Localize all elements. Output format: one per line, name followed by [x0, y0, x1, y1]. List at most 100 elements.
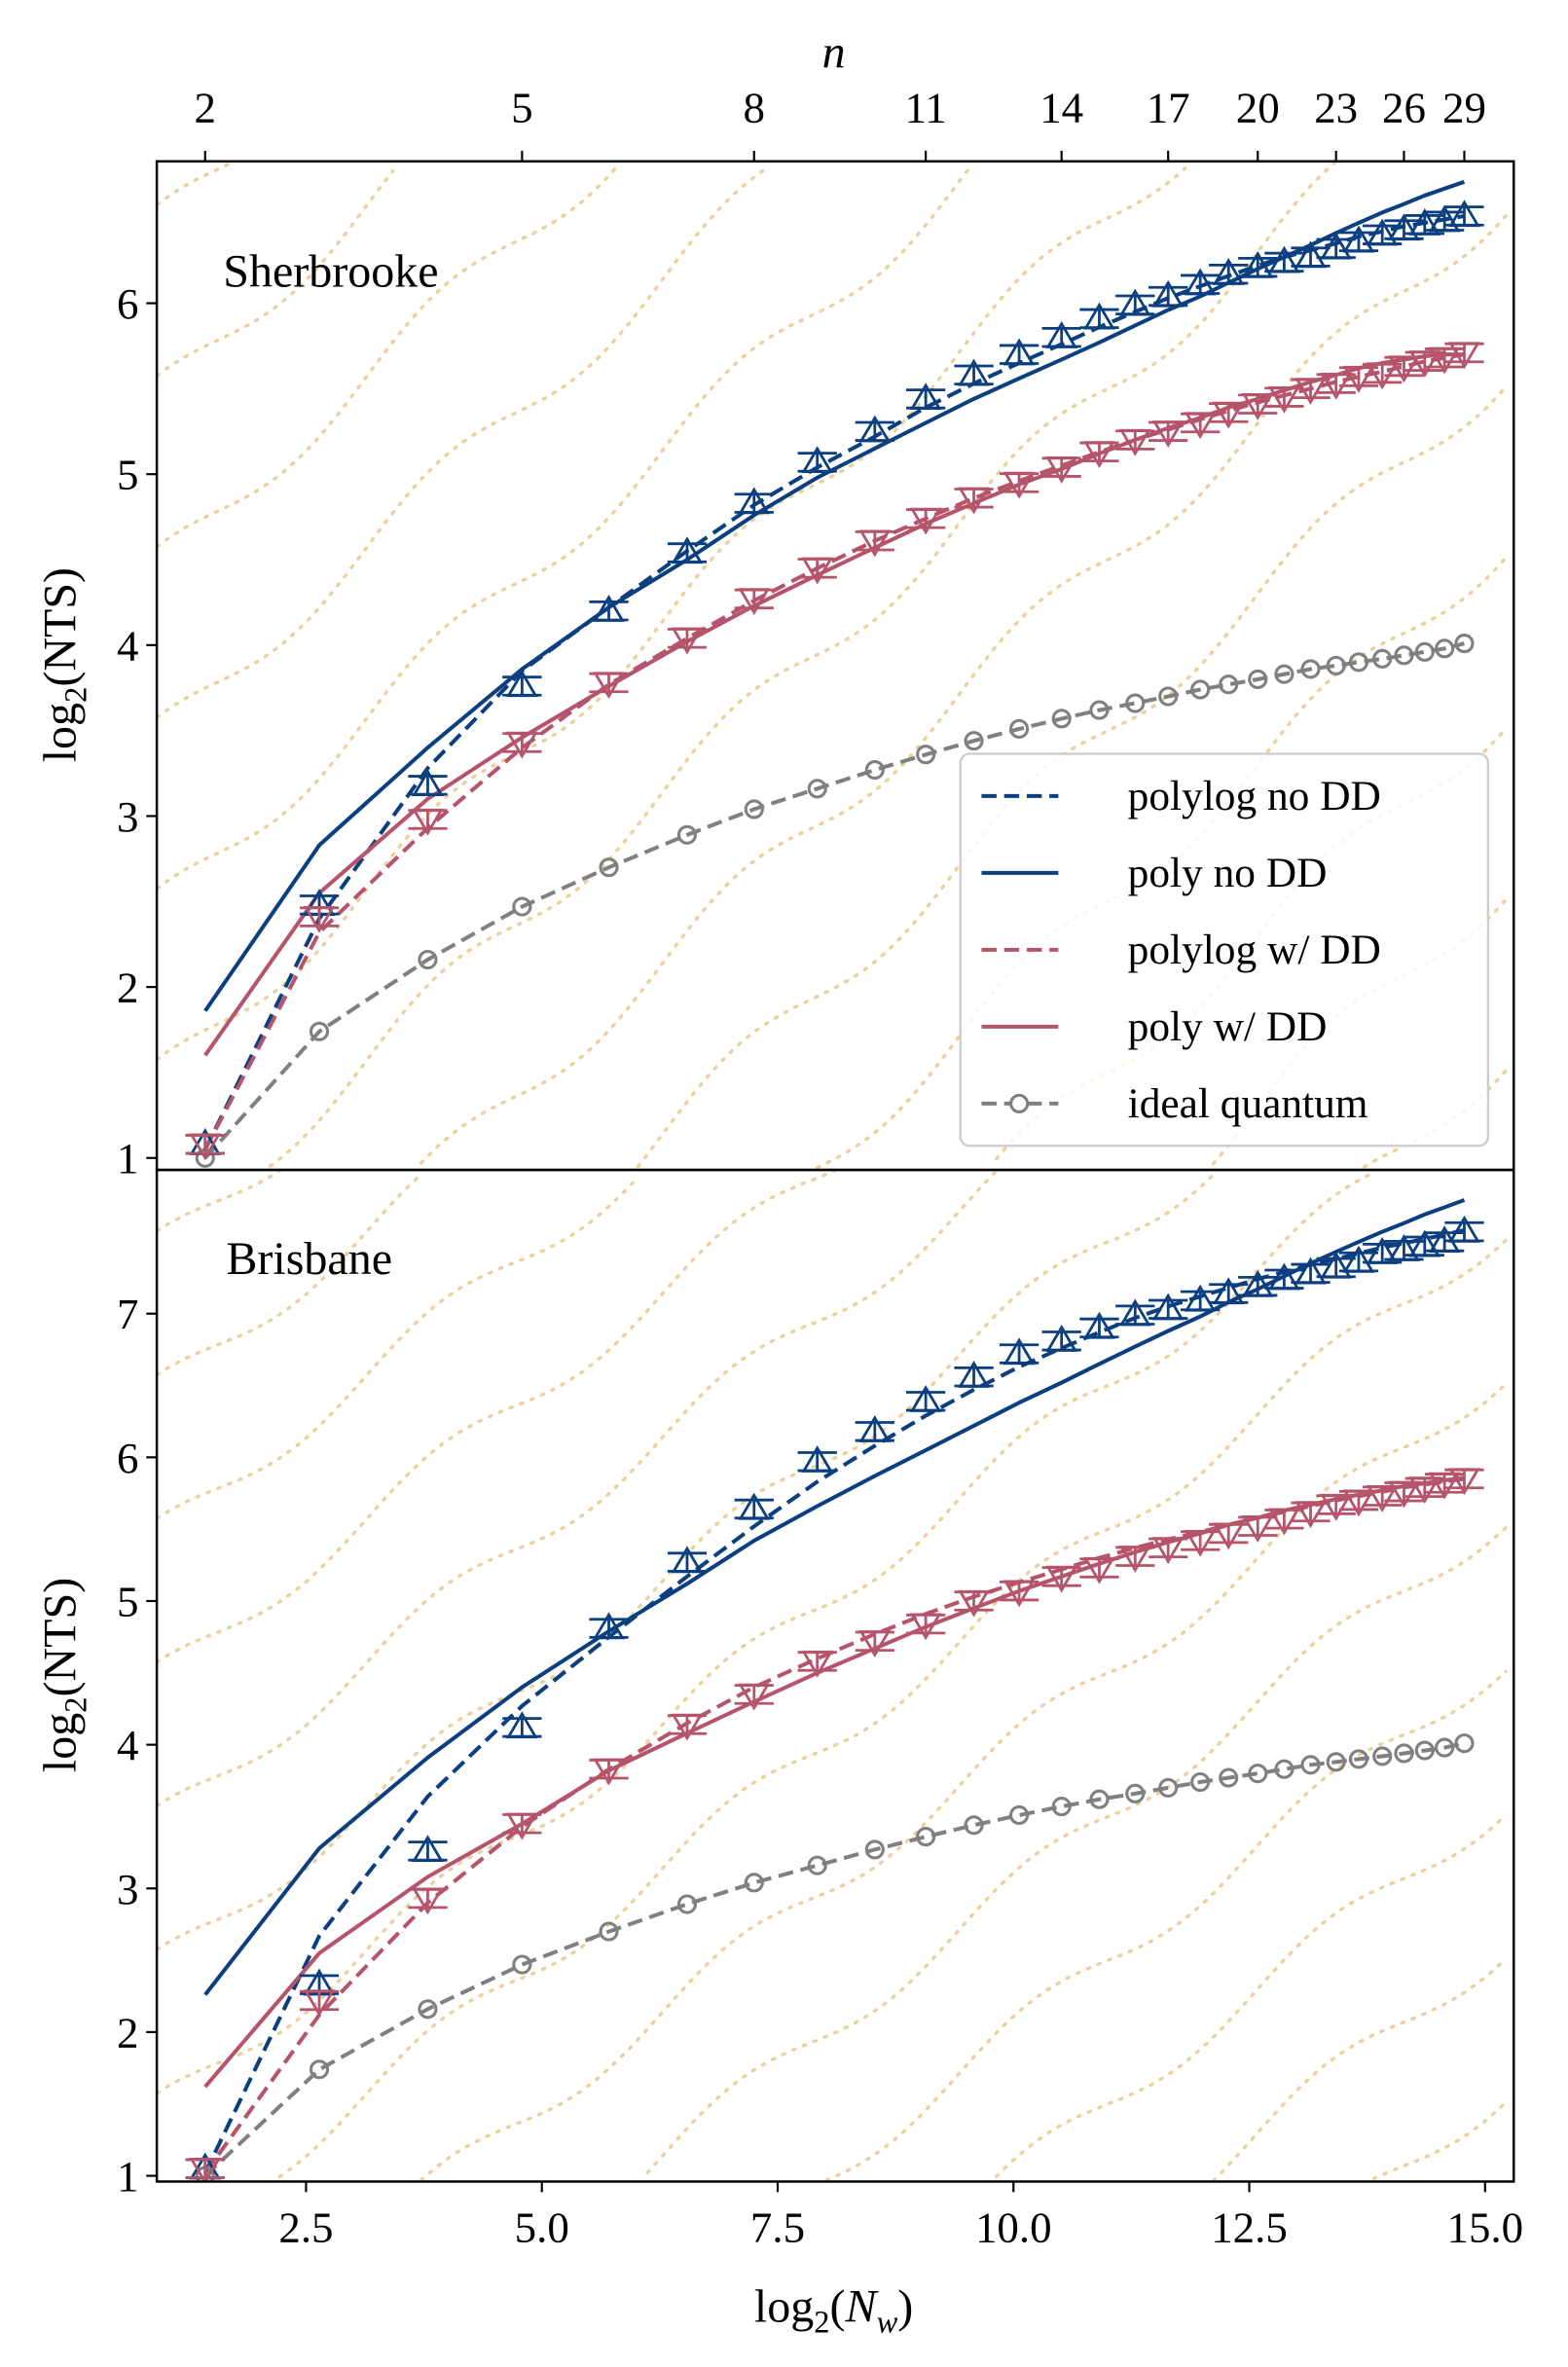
- x-tick-label: 10.0: [975, 2203, 1052, 2251]
- ideal-quantum-point: [1219, 1767, 1239, 1788]
- legend-box: [959, 752, 1490, 1147]
- plot-area: [157, 1170, 1508, 2182]
- y-tick-label: 1: [117, 2152, 138, 2201]
- legend-label: polylog w/ DD: [1128, 927, 1381, 973]
- contour-line: [277, 1238, 1508, 2179]
- contour-line: [157, 1175, 640, 1520]
- ideal-quantum-point: [1326, 1752, 1346, 1772]
- series-line-ideal-quantum: [203, 641, 1465, 1160]
- top-tick-label: 20: [1236, 83, 1280, 131]
- y-tick-label: 5: [117, 451, 138, 499]
- ideal-quantum-point: [676, 824, 698, 845]
- y-tick-label: 1: [117, 1134, 138, 1183]
- contour-line: [157, 167, 970, 891]
- ideal-quantum-point: [1089, 1789, 1110, 1809]
- ideal-quantum-point: [1414, 1740, 1435, 1761]
- ideal-quantum-point: [1219, 674, 1239, 695]
- y-axis-label-bottom: log2(NTS): [34, 1578, 93, 1772]
- contour-line: [157, 1173, 1216, 1951]
- ideal-quantum-point: [1051, 709, 1072, 729]
- x-tick-label: 15.0: [1447, 2203, 1524, 2251]
- y-tick-label: 2: [117, 2008, 138, 2057]
- x-tick-label: 7.5: [750, 2203, 805, 2251]
- ideal-quantum-point: [1274, 1759, 1295, 1779]
- ideal-quantum-point: [1454, 1733, 1475, 1754]
- contour-line: [1371, 2100, 1508, 2181]
- contour-line: [645, 1525, 1508, 2175]
- contour-line: [157, 164, 772, 720]
- ideal-quantum-point: [1089, 700, 1110, 720]
- contour-line: [157, 1170, 999, 1807]
- top-tick-label: 5: [511, 83, 532, 131]
- y-tick-label: 6: [117, 1434, 138, 1482]
- y-tick-label: 6: [117, 279, 138, 328]
- top-tick-label: 2: [195, 83, 216, 131]
- ideal-quantum-point: [1158, 1777, 1179, 1798]
- ideal-quantum-point: [1435, 638, 1455, 659]
- series-line-poly-no-dd: [203, 1198, 1466, 1996]
- x-axis-label: log2(Nw): [754, 2281, 913, 2341]
- panel-label-bottom: Brisbane: [226, 1233, 392, 1285]
- plot-area: [157, 161, 1508, 1170]
- legend-label: poly w/ DD: [1128, 1003, 1328, 1050]
- contour-line: [636, 384, 1508, 1169]
- y-tick-label: 4: [117, 621, 138, 670]
- contour-line: [419, 1382, 1508, 2182]
- series-line-ideal-quantum: [203, 1741, 1465, 2178]
- ideal-quantum-point: [1372, 1746, 1393, 1766]
- contour-line: [824, 1669, 1508, 2182]
- legend: polylog no DD poly no DD polylog w/ DD poly…: [959, 752, 1490, 1147]
- top-tick-label: 8: [744, 83, 765, 131]
- panel-brisbane: 1 2 3 4 5 6 7 2.5 5.0 7.5 10.0 12.5 15.0: [117, 1168, 1524, 2251]
- ideal-quantum-point: [964, 731, 984, 751]
- series-line-poly-w-dd: [203, 1475, 1465, 2089]
- ideal-quantum-point: [1435, 1737, 1455, 1758]
- ideal-quantum-point: [1125, 1783, 1146, 1803]
- ideal-quantum-point: [1394, 645, 1414, 666]
- ideal-quantum-point: [1190, 1771, 1211, 1793]
- ideal-quantum-point: [1454, 634, 1475, 654]
- ideal-quantum-point: [1300, 659, 1321, 679]
- contour-line: [157, 162, 621, 549]
- top-tick-label: 29: [1442, 83, 1486, 131]
- legend-label: ideal quantum: [1128, 1080, 1368, 1127]
- legend-label: polylog no DD: [1128, 773, 1381, 819]
- y-tick-label: 3: [117, 1865, 138, 1913]
- ideal-quantum-point: [807, 1855, 827, 1875]
- y-tick-label: 3: [117, 792, 138, 841]
- ideal-quantum-point: [916, 745, 936, 765]
- top-tick-label: 11: [905, 83, 947, 131]
- ideal-quantum-point: [744, 1873, 764, 1893]
- legend-circle-marker: [1009, 1093, 1030, 1113]
- ideal-quantum-point: [1372, 648, 1393, 669]
- series-line-poly-no-dd: [203, 179, 1466, 1012]
- ideal-quantum-point: [599, 1921, 619, 1942]
- ideal-quantum-point: [1009, 1804, 1030, 1826]
- contour-line: [157, 168, 395, 378]
- ideal-quantum-point: [1326, 655, 1346, 675]
- contour-line: [157, 161, 235, 207]
- ideal-quantum-point: [1248, 1764, 1268, 1784]
- y-tick-label: 5: [117, 1577, 138, 1625]
- ideal-quantum-point: [1009, 718, 1030, 739]
- ideal-quantum-point: [1248, 669, 1268, 690]
- ideal-quantum-point: [512, 1954, 532, 1975]
- ideal-quantum-point: [1300, 1755, 1321, 1775]
- ideal-quantum-point: [807, 779, 827, 799]
- top-tick-label: 23: [1314, 83, 1358, 131]
- y-axis-label-top: log2(NTS): [34, 567, 93, 762]
- contour-line: [1211, 1956, 1508, 2182]
- legend-label: poly no DD: [1128, 850, 1328, 896]
- ideal-quantum-point: [964, 1815, 984, 1836]
- contour-line: [157, 1170, 838, 1664]
- ideal-quantum-point: [1414, 641, 1435, 662]
- contour-line: [157, 1170, 282, 1233]
- x-tick-label: 12.5: [1211, 2203, 1288, 2251]
- ideal-quantum-point: [1051, 1797, 1072, 1817]
- contour-line: [816, 556, 1508, 1170]
- ideal-quantum-point: [744, 799, 764, 819]
- top-axis-label: n: [822, 27, 846, 79]
- ideal-quantum-point: [916, 1827, 936, 1847]
